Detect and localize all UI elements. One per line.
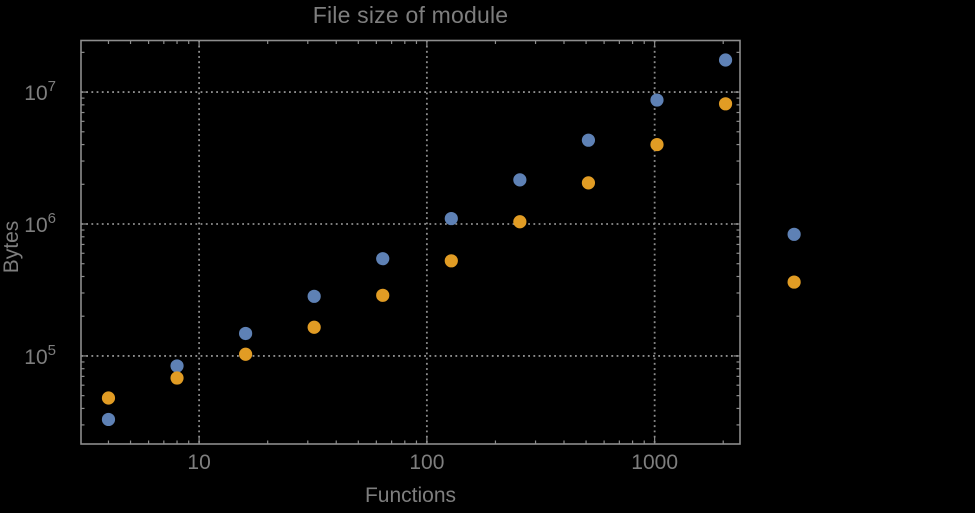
data-point-series-orange [239,347,253,361]
data-point-series-blue [376,252,390,266]
data-point-series-blue [650,93,664,107]
data-point-series-orange [650,137,664,152]
data-point-series-orange [718,97,733,111]
data-point-series-blue [513,173,527,187]
data-point-series-orange [101,391,116,405]
x-axis-label: Functions [364,484,457,507]
data-point-series-blue [170,359,184,373]
x-tick-label: 1000 [631,451,678,474]
data-point-series-blue [307,289,321,303]
data-point-series-blue [718,53,733,67]
data-point-series-blue [787,227,801,241]
data-point-series-orange [376,288,390,302]
data-point-series-blue [581,133,596,147]
x-tick-label: 100 [409,451,444,474]
y-axis-label: Bytes [0,220,23,274]
data-point-series-orange [513,215,527,229]
y-tick-exponent: 5 [48,342,56,359]
y-tick-label: 105 [24,342,56,369]
y-tick-label: 107 [24,78,56,105]
data-point-series-orange [787,275,801,289]
data-point-series-orange [581,176,596,190]
x-tick-label: 10 [187,451,210,474]
data-point-series-blue [101,412,116,427]
y-tick-exponent: 7 [48,78,56,95]
data-point-series-orange [170,371,184,385]
y-tick-exponent: 6 [48,210,56,227]
data-point-series-blue [444,211,458,226]
page-title: File size of module [312,2,509,28]
data-point-series-orange [444,254,458,268]
data-point-series-blue [239,326,253,341]
plot-frame [80,39,741,445]
data-point-series-orange [307,320,321,334]
y-tick-label: 106 [24,210,56,237]
